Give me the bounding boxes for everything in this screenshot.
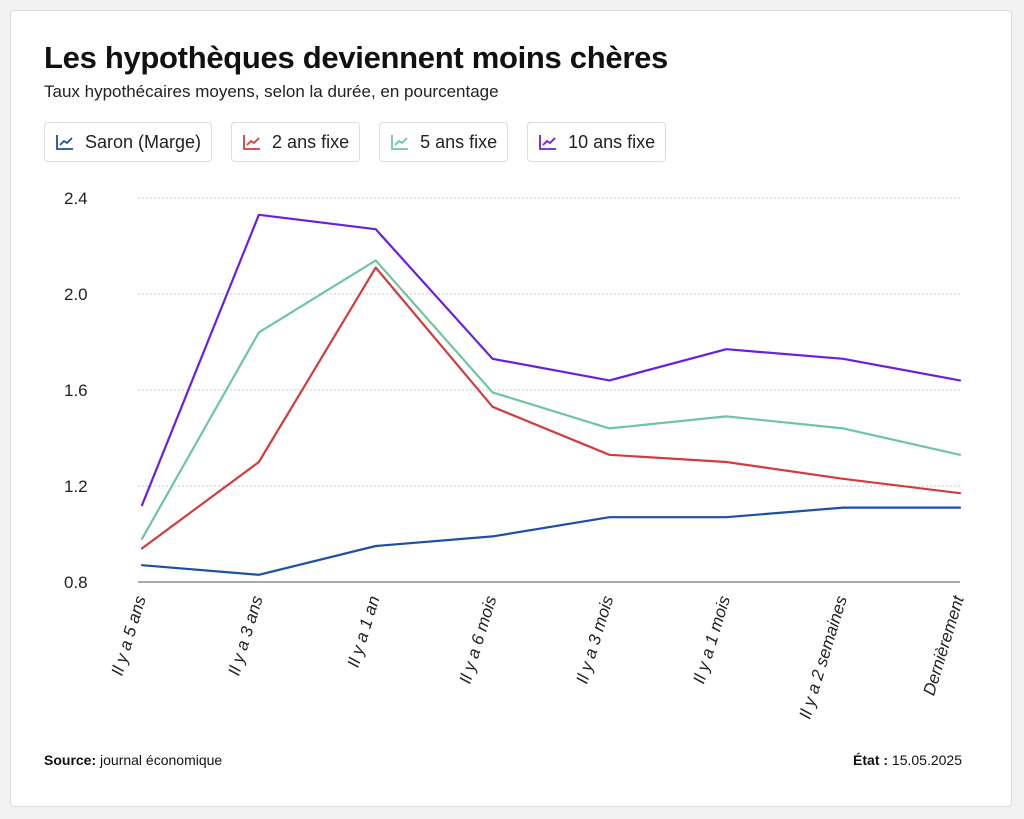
x-tick-label: Dernièrement xyxy=(920,592,969,697)
source-value: journal économique xyxy=(100,752,223,768)
legend-label: 10 ans fixe xyxy=(568,131,656,152)
series-line xyxy=(140,259,962,540)
chart-title: Les hypothèques deviennent moins chères xyxy=(44,40,668,75)
x-tick-label: Il y a 6 mois xyxy=(456,593,501,686)
legend-icon-line xyxy=(246,137,260,146)
x-tick-label: Il y a 2 semaines xyxy=(796,593,852,721)
y-tick-label: 0.8 xyxy=(64,573,88,592)
source-note: Source: journal économique xyxy=(44,752,222,768)
state-label: État : xyxy=(853,752,889,768)
legend-icon-axes xyxy=(539,135,557,150)
y-tick-label: 1.6 xyxy=(64,381,88,400)
date-note: État : 15.05.2025 xyxy=(853,752,962,768)
series-line xyxy=(140,213,962,507)
legend-item-10-ans[interactable]: 10 ans fixe xyxy=(527,122,667,162)
line-chart-icon xyxy=(391,135,409,150)
x-tick-label: Il y a 1 mois xyxy=(689,593,734,686)
x-tick-label: Il y a 5 ans xyxy=(108,593,150,678)
legend-item-2-ans[interactable]: 2 ans fixe xyxy=(231,122,361,162)
chart-subtitle: Taux hypothécaires moyens, selon la duré… xyxy=(44,82,499,101)
legend-icon-line xyxy=(394,137,408,146)
x-tick-label: Il y a 1 an xyxy=(344,594,384,670)
series-line xyxy=(140,266,962,550)
source-label: Source: xyxy=(44,752,97,768)
legend-item-saron[interactable]: Saron (Marge) xyxy=(44,122,213,162)
legend-label: Saron (Marge) xyxy=(85,131,202,152)
x-tick-label: Il y a 3 mois xyxy=(573,593,618,686)
legend-label: 2 ans fixe xyxy=(272,131,350,152)
y-tick-label: 2.4 xyxy=(64,189,88,208)
legend-icon-axes xyxy=(56,135,73,150)
chart-legend: Saron (Marge) 2 ans fixe 5 ans fixe 10 a… xyxy=(44,122,667,162)
legend-icon-axes xyxy=(391,135,409,150)
legend-icon-line xyxy=(542,137,556,146)
y-tick-label: 1.2 xyxy=(64,477,88,496)
legend-item-5-ans[interactable]: 5 ans fixe xyxy=(379,122,509,162)
line-chart-icon xyxy=(243,135,261,150)
state-value: 15.05.2025 xyxy=(891,752,962,768)
legend-label: 5 ans fixe xyxy=(420,131,498,152)
legend-icon-axes xyxy=(243,135,261,150)
x-tick-label: Il y a 3 ans xyxy=(224,593,266,678)
series-line xyxy=(140,506,962,576)
line-chart-icon xyxy=(56,135,73,150)
y-tick-label: 2.0 xyxy=(64,285,88,304)
line-chart-icon xyxy=(539,135,557,150)
legend-icon-line xyxy=(59,137,73,146)
